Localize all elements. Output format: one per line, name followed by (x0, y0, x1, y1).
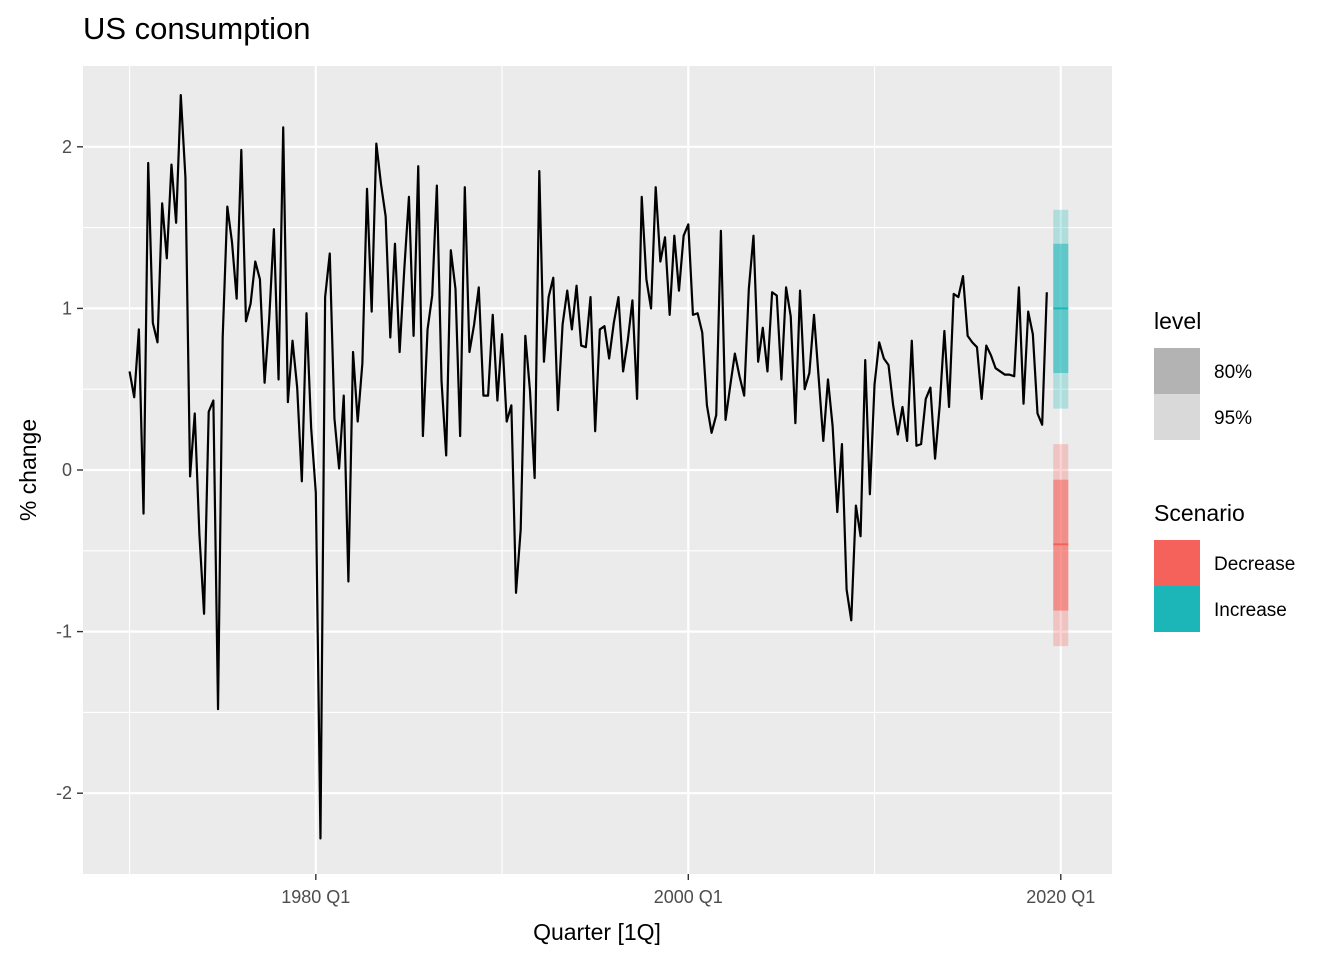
legend-swatch-95 (1154, 394, 1200, 440)
legend-label-95: 95% (1214, 408, 1252, 429)
y-tick-label: 1 (62, 298, 72, 318)
legend-swatch-80 (1154, 348, 1200, 394)
chart-title: US consumption (83, 11, 310, 46)
series-line (128, 93, 1048, 840)
y-tick-label: -2 (56, 783, 72, 803)
y-tick-label: 0 (62, 460, 72, 480)
legend-scenario-title: Scenario (1154, 500, 1245, 526)
legend-swatch-increase (1154, 586, 1200, 632)
legend-label-decrease: Decrease (1214, 554, 1295, 575)
major-gridlines (83, 66, 1112, 874)
legend-level-title: level (1154, 308, 1201, 334)
y-tick-label: -1 (56, 622, 72, 642)
y-axis: -2 -1 0 1 2 (56, 137, 83, 803)
x-tick-label: 1980 Q1 (281, 887, 350, 907)
legend-swatch-decrease (1154, 540, 1200, 586)
y-tick-label: 2 (62, 137, 72, 157)
y-axis-title: % change (15, 419, 41, 521)
forecast-intervals (1053, 209, 1069, 647)
legend-level: level 80% 95% (1154, 308, 1252, 440)
legend-label-80: 80% (1214, 362, 1252, 383)
legend-scenario: Scenario Decrease Increase (1154, 500, 1295, 632)
x-tick-label: 2000 Q1 (654, 887, 723, 907)
legend-label-increase: Increase (1214, 600, 1287, 621)
x-tick-label: 2020 Q1 (1026, 887, 1095, 907)
x-axis: 1980 Q1 2000 Q1 2020 Q1 (281, 874, 1095, 907)
x-axis-title: Quarter [1Q] (533, 919, 661, 945)
